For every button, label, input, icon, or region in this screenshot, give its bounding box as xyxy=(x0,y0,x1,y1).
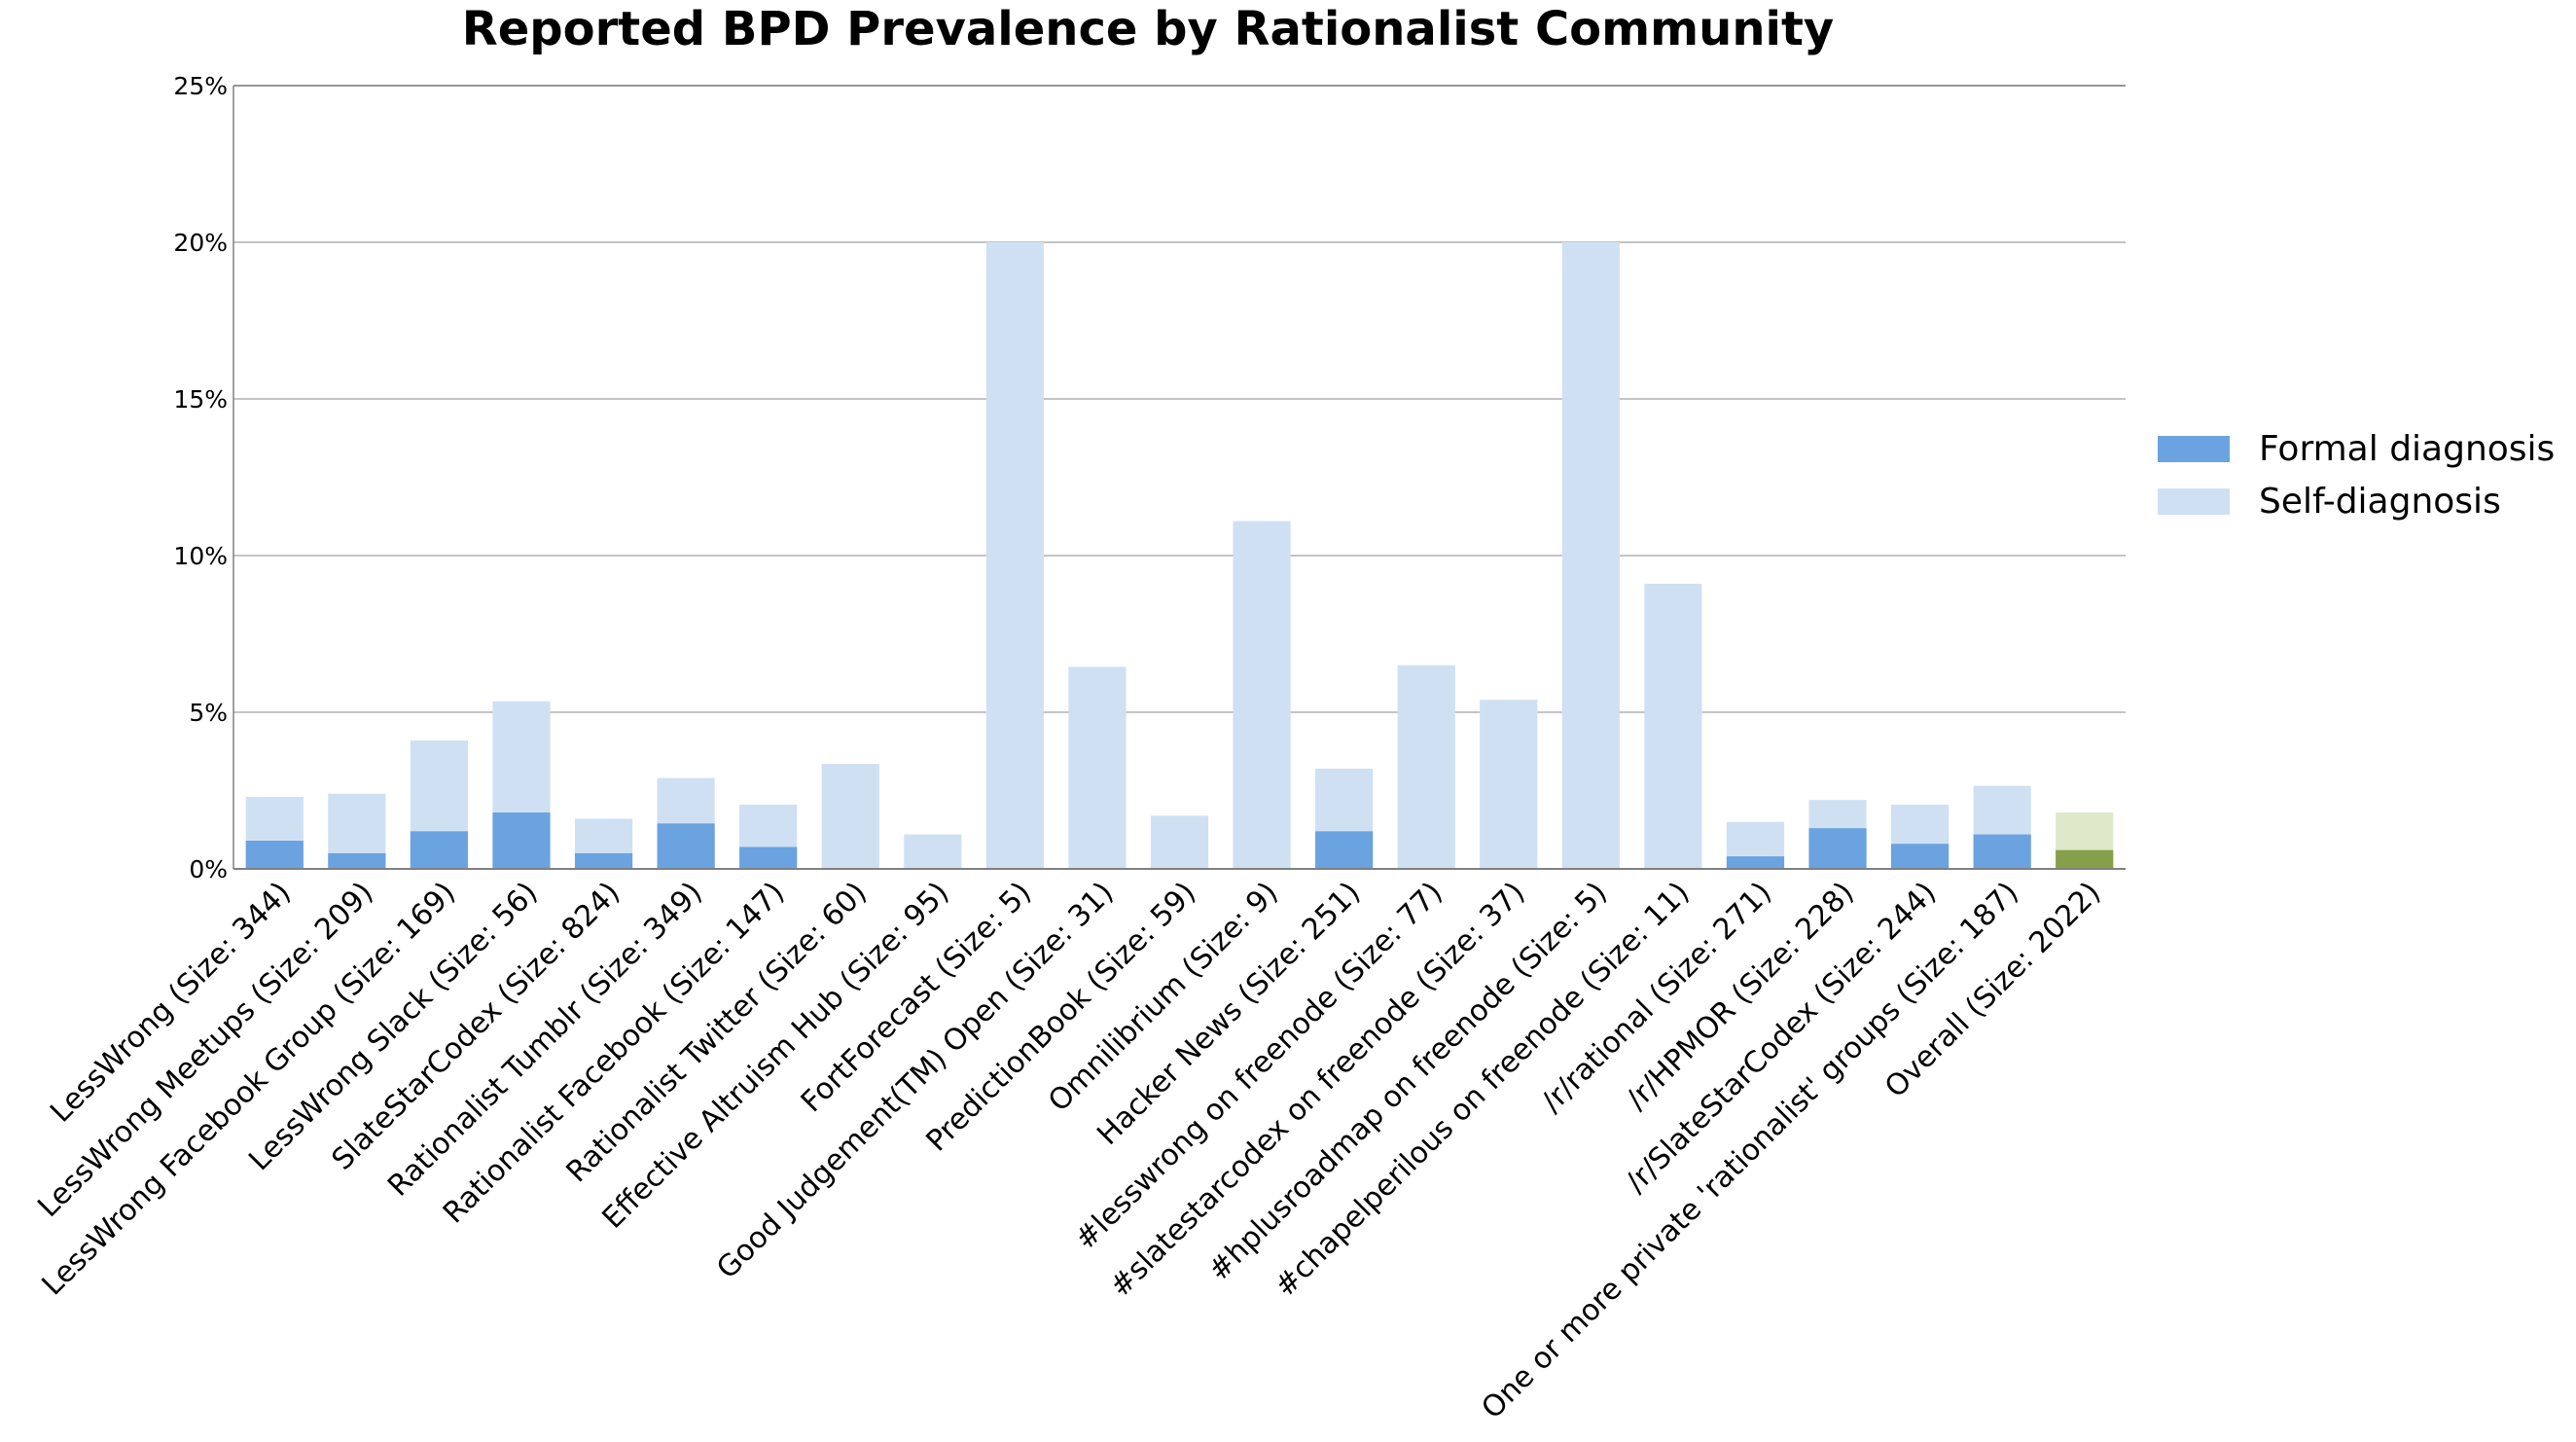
x-axis-ticks: LessWrong (Size: 344)LessWrong Meetups (… xyxy=(31,876,2107,1425)
gridlines xyxy=(233,85,2126,713)
bar-self-diagnosis xyxy=(985,242,1044,869)
y-tick-label: 0% xyxy=(189,855,228,883)
bar-self-diagnosis xyxy=(1480,700,1538,869)
chart-title: Reported BPD Prevalence by Rationalist C… xyxy=(462,2,1834,56)
bar-formal-diagnosis xyxy=(739,847,798,869)
bar-formal-diagnosis xyxy=(1726,856,1785,869)
legend: Formal diagnosis Self-diagnosis xyxy=(2158,429,2555,522)
bar-formal-diagnosis xyxy=(410,831,469,869)
legend-label: Formal diagnosis xyxy=(2259,429,2555,469)
bar-self-diagnosis xyxy=(1561,242,1620,869)
y-tick-label: 5% xyxy=(189,699,228,727)
legend-label: Self-diagnosis xyxy=(2259,482,2501,522)
x-tick-label: One or more private 'rationalist' groups… xyxy=(1475,876,2024,1425)
x-tick-label: Rationalist Twitter (Size: 60) xyxy=(560,876,874,1189)
bar-formal-diagnosis xyxy=(1973,834,2031,869)
y-tick-label: 25% xyxy=(173,72,228,100)
bar-self-diagnosis xyxy=(904,834,962,869)
bar-self-diagnosis xyxy=(1233,521,1291,869)
bars xyxy=(245,242,2114,869)
y-tick-label: 10% xyxy=(173,542,228,570)
bar-formal-diagnosis xyxy=(1808,828,1867,869)
bar-formal-diagnosis xyxy=(328,852,386,869)
bar-formal-diagnosis xyxy=(1890,844,1950,869)
axes xyxy=(233,85,2126,870)
bar-self-diagnosis xyxy=(1644,583,1702,869)
bar-formal-diagnosis xyxy=(1315,831,1374,869)
bar-formal-diagnosis xyxy=(574,852,633,869)
bar-self-diagnosis xyxy=(1397,665,1455,869)
bar-self-diagnosis xyxy=(1150,815,1209,869)
legend-swatch xyxy=(2158,436,2230,462)
bar-formal-diagnosis xyxy=(492,812,551,869)
bar-self-diagnosis xyxy=(821,764,879,869)
x-tick-label: LessWrong Meetups (Size: 209) xyxy=(31,876,379,1224)
bar-self-diagnosis xyxy=(1068,667,1127,869)
y-axis-ticks: 0% 5% 10% 15% 20% 25% xyxy=(173,72,228,883)
bar-formal-diagnosis xyxy=(657,823,715,869)
bar-formal-diagnosis xyxy=(245,841,304,869)
y-tick-label: 20% xyxy=(173,229,228,257)
y-tick-label: 15% xyxy=(173,385,228,414)
legend-swatch xyxy=(2158,488,2230,515)
bar-formal-diagnosis xyxy=(2056,849,2114,869)
